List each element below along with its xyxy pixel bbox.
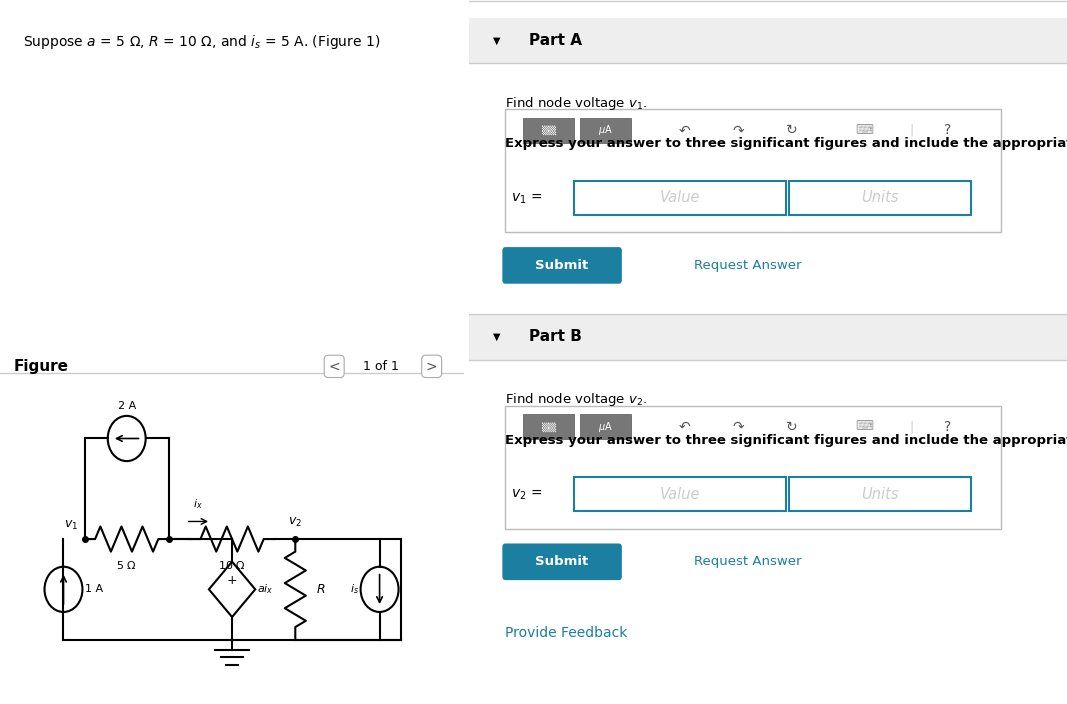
Bar [574,477,786,511]
Text: ↻: ↻ [786,123,798,137]
Text: $i_x$: $i_x$ [193,498,203,511]
Text: ▒▒: ▒▒ [541,422,556,432]
Text: Submit: Submit [536,259,589,272]
Text: ↶: ↶ [679,420,690,434]
Text: 2 A: 2 A [117,401,136,411]
Text: Request Answer: Request Answer [694,555,801,568]
FancyBboxPatch shape [503,247,622,284]
Text: ⌨: ⌨ [855,124,873,137]
Text: Submit: Submit [536,555,589,568]
Text: $ai_x$: $ai_x$ [257,582,274,596]
Text: ⌨: ⌨ [855,420,873,433]
Text: Find node voltage $v_1$.: Find node voltage $v_1$. [506,95,648,112]
Text: $v_2$ =: $v_2$ = [511,488,543,502]
Text: Provide Feedback: Provide Feedback [506,626,627,640]
Bar [523,414,574,439]
Text: ↻: ↻ [786,420,798,434]
Text: $\mu$A: $\mu$A [598,123,612,137]
Text: Suppose $a$ = 5 $\Omega$, $R$ = 10 $\Omega$, and $i_s$ = 5 A. (Figure 1): Suppose $a$ = 5 $\Omega$, $R$ = 10 $\Ome… [23,33,381,51]
Text: $R$: $R$ [317,583,325,596]
Bar [580,118,631,143]
Text: 1 of 1: 1 of 1 [363,360,399,373]
Bar [506,406,1001,529]
Text: ▼: ▼ [493,332,500,342]
Text: |: | [909,420,913,433]
Text: Express your answer to three significant figures and include the appropriate uni: Express your answer to three significant… [506,137,1067,150]
Text: ?: ? [944,123,951,137]
Text: Units: Units [861,190,898,206]
Bar [469,314,1067,360]
Bar [580,414,631,439]
Text: $\mu$A: $\mu$A [598,420,612,434]
Text: <: < [329,359,340,373]
Text: Part A: Part A [529,33,583,48]
Text: Request Answer: Request Answer [694,259,801,272]
Bar [789,181,971,215]
FancyBboxPatch shape [503,543,622,580]
Text: Find node voltage $v_2$.: Find node voltage $v_2$. [506,391,648,408]
Text: >: > [426,359,437,373]
Text: Value: Value [659,190,700,206]
Text: Part B: Part B [529,329,583,344]
Text: ▼: ▼ [493,35,500,46]
Text: +: + [227,574,237,587]
Bar [523,118,574,143]
Text: Units: Units [861,486,898,502]
Text: 10 $\Omega$: 10 $\Omega$ [219,559,245,571]
Text: 5 $\Omega$: 5 $\Omega$ [116,559,137,571]
Bar [506,109,1001,232]
Text: 1 A: 1 A [84,584,102,594]
Text: ?: ? [944,420,951,434]
Text: Express your answer to three significant figures and include the appropriate uni: Express your answer to three significant… [506,434,1067,446]
Text: $v_1$ =: $v_1$ = [511,191,543,206]
Text: $i_s$: $i_s$ [350,582,359,596]
Text: $v_2$: $v_2$ [288,516,302,529]
Bar [574,181,786,215]
Text: ↷: ↷ [733,420,744,434]
Text: $v_1$: $v_1$ [64,518,78,532]
Text: Figure: Figure [14,359,69,374]
Text: |: | [909,124,913,137]
Text: Value: Value [659,486,700,502]
Bar [469,18,1067,63]
Text: ↷: ↷ [733,123,744,137]
Text: ↶: ↶ [679,123,690,137]
Text: ▒▒: ▒▒ [541,125,556,135]
Bar [789,477,971,511]
